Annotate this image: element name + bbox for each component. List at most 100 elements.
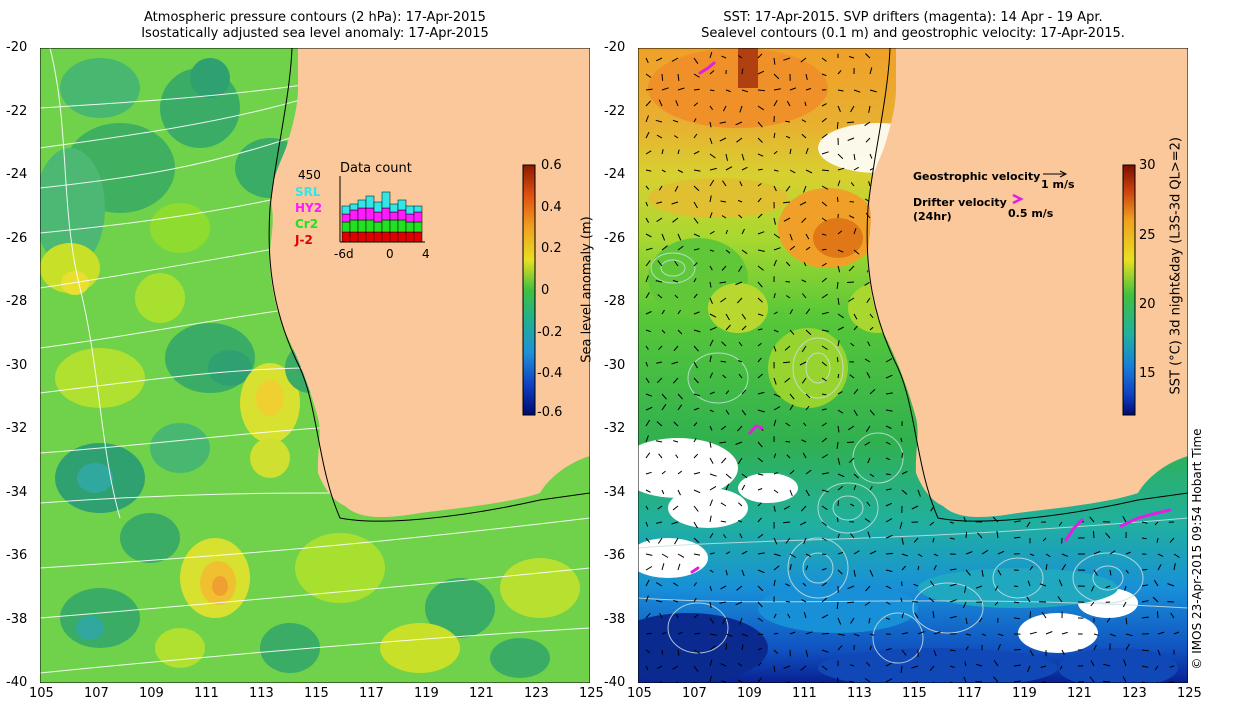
velocity-arrow [1123, 659, 1127, 667]
velocity-arrow [1168, 681, 1175, 683]
inset-bars [341, 191, 423, 243]
inset-bar-segment [349, 219, 359, 233]
velocity-arrow [693, 537, 700, 543]
left-lat-tick: -40 [6, 675, 28, 690]
velocity-arrow [735, 441, 743, 445]
velocity-arrow [949, 649, 956, 652]
velocity-arrow [805, 631, 813, 635]
velocity-arrow [885, 552, 893, 555]
velocity-arrow [805, 565, 809, 571]
velocity-arrow [709, 485, 717, 491]
velocity-arrow [1109, 569, 1112, 576]
velocity-arrow [787, 613, 791, 619]
velocity-arrow [645, 292, 650, 299]
sst-tick-2: 20 [1139, 297, 1156, 312]
velocity-arrow [709, 645, 716, 651]
velocity-arrow [899, 521, 903, 529]
right-lon-tick: 109 [737, 686, 762, 701]
velocity-arrow [1089, 676, 1095, 683]
velocity-arrow [656, 377, 663, 383]
velocity-arrow [785, 583, 791, 587]
inset-bar-segment [405, 231, 415, 243]
velocity-arrow [1156, 537, 1159, 543]
left-lon-tick: 123 [524, 686, 549, 701]
velocity-arrow [693, 57, 699, 64]
velocity-arrow [837, 105, 841, 112]
velocity-arrow [736, 137, 743, 143]
velocity-arrow [739, 181, 743, 187]
velocity-arrow [865, 53, 871, 59]
velocity-arrow [757, 457, 764, 463]
velocity-arrow [655, 600, 663, 603]
velocity-arrow [693, 614, 699, 619]
velocity-arrow [656, 201, 663, 204]
australia-land-sst [867, 48, 1188, 518]
velocity-arrow [693, 133, 698, 139]
velocity-arrow [741, 550, 748, 555]
velocity-arrow [656, 134, 663, 139]
velocity-arrow [965, 617, 968, 624]
right-lat-tick: -24 [604, 167, 626, 182]
velocity-arrow [757, 328, 763, 331]
velocity-arrow [1042, 537, 1047, 542]
velocity-arrow [803, 537, 807, 544]
velocity-arrow [821, 649, 829, 653]
velocity-arrow [853, 473, 859, 479]
velocity-arrow [645, 537, 650, 543]
velocity-arrow [709, 552, 715, 555]
velocity-arrow [1169, 665, 1175, 668]
velocity-arrow [975, 680, 983, 683]
inset-bar-segment [365, 207, 375, 221]
velocity-arrow [757, 265, 764, 271]
velocity-arrow [693, 185, 700, 192]
velocity-arrow [709, 473, 717, 477]
velocity-arrow [1141, 521, 1148, 524]
credit-text: © IMOS 23-Apr-2015 09:54 Hobart Time [1190, 428, 1204, 670]
velocity-arrow [773, 613, 777, 619]
velocity-arrow [737, 457, 743, 465]
velocity-arrow [709, 137, 713, 145]
velocity-arrow [757, 633, 764, 635]
velocity-arrow [674, 537, 679, 545]
velocity-arrow [805, 169, 813, 174]
velocity-arrow [741, 633, 749, 637]
velocity-arrow [837, 167, 845, 171]
velocity-arrow [757, 121, 763, 128]
velocity-arrow [1045, 553, 1051, 558]
velocity-arrow [885, 392, 893, 395]
velocity-arrow [693, 329, 701, 333]
velocity-arrow [709, 153, 716, 159]
velocity-arrow [773, 345, 777, 352]
velocity-arrow [737, 55, 743, 59]
velocity-arrow [693, 361, 698, 369]
left-lon-tick: 115 [304, 686, 329, 701]
velocity-arrow [1013, 536, 1021, 539]
velocity-arrow [847, 425, 855, 431]
velocity-arrow [964, 661, 967, 667]
velocity-arrow [821, 169, 829, 172]
velocity-arrow [693, 311, 700, 315]
velocity-arrow [805, 405, 810, 411]
velocity-arrow [720, 585, 727, 590]
velocity-arrow [803, 262, 807, 267]
velocity-arrow [645, 489, 651, 493]
velocity-arrow [993, 660, 999, 667]
left-lat-tick: -34 [6, 484, 28, 500]
velocity-arrow [885, 473, 891, 476]
inset-bar-segment [341, 231, 351, 243]
velocity-arrow [757, 517, 762, 523]
velocity-arrow [1125, 551, 1131, 555]
inset-bar-segment [349, 209, 359, 221]
right-lon-tick: 121 [1067, 686, 1092, 701]
velocity-arrow [1109, 633, 1116, 637]
velocity-arrow [949, 599, 957, 603]
velocity-arrow [803, 422, 807, 427]
velocity-arrow [801, 345, 807, 353]
velocity-arrow [757, 662, 762, 667]
right-title: SST: 17-Apr-2015. SVP drifters (magenta)… [638, 10, 1188, 42]
inset-bar-segment [365, 219, 375, 233]
sla-tick-1: 0.4 [541, 200, 562, 215]
velocity-arrow [677, 233, 682, 241]
velocity-arrow [645, 377, 650, 383]
velocity-arrow [900, 437, 903, 443]
